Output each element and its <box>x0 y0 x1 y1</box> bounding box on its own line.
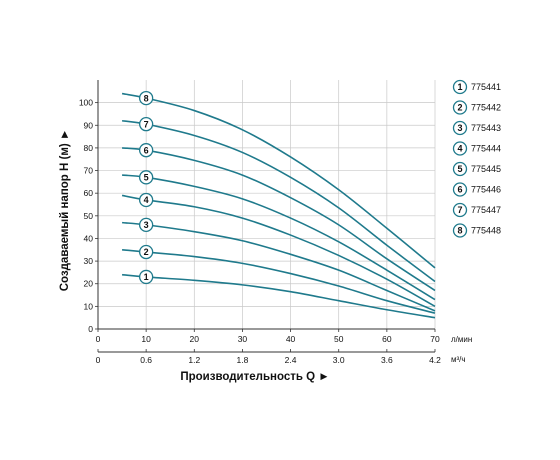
legend-marker <box>452 202 468 218</box>
legend-marker <box>452 141 468 156</box>
series-marker-775442 <box>138 244 154 260</box>
legend-item-775443: 3 775443 <box>452 120 501 136</box>
x-tick-label: 60 <box>382 334 392 344</box>
legend-marker <box>452 223 468 238</box>
legend-item-775445: 5 775445 <box>452 161 501 177</box>
legend-item-775447: 7 775447 <box>452 202 501 218</box>
series-775441: 1 <box>121 269 436 319</box>
x2-tick-label: 0 <box>96 355 101 365</box>
x-tick-label: 40 <box>286 334 296 344</box>
x2-tick-label: 3.0 <box>333 355 345 365</box>
series-marker-label: 2 <box>144 247 149 257</box>
y-tick-label: 60 <box>84 188 94 198</box>
series-marker-775446 <box>138 143 154 158</box>
y-tick-label: 40 <box>84 233 94 243</box>
legend-marker-label: 6 <box>457 185 462 195</box>
legend-item-775442: 2 775442 <box>452 100 501 115</box>
series-marker-775441 <box>138 269 154 285</box>
series-775442: 2 <box>121 244 436 314</box>
legend-label: 775448 <box>471 226 501 236</box>
series-marker-775445 <box>138 170 154 185</box>
x-tick-label: 30 <box>238 334 248 344</box>
series-marker-label: 8 <box>144 93 149 103</box>
series-marker-label: 3 <box>144 220 149 230</box>
series-group: 1 2 3 4 5 6 7 8 <box>121 90 436 319</box>
x-tick-label: 20 <box>190 334 200 344</box>
x-unit-label: л/мин <box>451 335 472 344</box>
x-axis-title: Производительность Q ► <box>180 371 329 383</box>
x2-tick-label: 2.4 <box>285 355 297 365</box>
legend-item-775444: 4 775444 <box>452 141 501 156</box>
series-marker-label: 6 <box>144 145 149 155</box>
series-marker-label: 4 <box>144 195 149 205</box>
x2-tick-label: 1.2 <box>188 355 200 365</box>
series-marker-775447 <box>138 116 154 132</box>
series-775445: 5 <box>121 170 436 301</box>
legend-label: 775444 <box>471 144 501 154</box>
y-tick-label: 90 <box>84 120 94 130</box>
series-marker-label: 7 <box>144 119 149 129</box>
x2-tick-label: 3.6 <box>381 355 393 365</box>
legend-marker <box>452 79 468 95</box>
x2-unit-label: м³/ч <box>451 355 466 364</box>
series-775447: 7 <box>121 116 436 283</box>
legend-marker <box>452 100 468 115</box>
axes <box>95 80 436 353</box>
legend-label: 775442 <box>471 103 501 113</box>
legend-item-775446: 6 775446 <box>452 182 501 197</box>
series-marker-775444 <box>138 192 154 208</box>
y-tick-label: 10 <box>84 301 94 311</box>
y-tick-label: 70 <box>84 166 94 176</box>
legend-marker-label: 2 <box>457 103 462 113</box>
y-tick-label: 100 <box>79 98 93 108</box>
series-775444: 4 <box>121 192 436 308</box>
tick-labels: 0 10 20 30 40 50 60 70 80 90 100 0 10 20 30 40 50 60 70 0 0.… <box>79 98 441 365</box>
x-tick-label: 10 <box>141 334 151 344</box>
x2-tick-label: 0.6 <box>140 355 152 365</box>
y-tick-label: 50 <box>84 211 94 221</box>
series-775446: 6 <box>121 143 436 292</box>
legend-item-775448: 8 775448 <box>452 223 501 238</box>
x-tick-label: 50 <box>334 334 344 344</box>
series-775443: 3 <box>121 217 436 312</box>
y-tick-label: 30 <box>84 256 94 266</box>
y-tick-label: 20 <box>84 279 94 289</box>
y-tick-label: 80 <box>84 143 94 153</box>
legend-label: 775446 <box>471 185 501 195</box>
legend: 1 775441 2 775442 3 775443 4 775444 5 775445 6 7754… <box>452 79 501 238</box>
legend-marker-label: 4 <box>457 144 462 154</box>
x-tick-label: 0 <box>96 334 101 344</box>
legend-label: 775443 <box>471 123 501 133</box>
series-marker-775448 <box>138 90 154 106</box>
x2-tick-label: 4.2 <box>429 355 441 365</box>
series-marker-label: 5 <box>144 173 149 183</box>
legend-marker-label: 7 <box>457 205 462 215</box>
legend-label: 775447 <box>471 205 501 215</box>
y-tick-label: 0 <box>88 324 93 334</box>
legend-marker-label: 8 <box>457 226 462 236</box>
series-775448: 8 <box>121 90 436 269</box>
y-axis-title: Создаваемый напор H (м) ► <box>59 129 71 292</box>
legend-item-775441: 1 775441 <box>452 79 501 95</box>
x-tick-label: 70 <box>430 334 440 344</box>
legend-marker <box>452 120 468 136</box>
series-marker-775443 <box>138 217 154 233</box>
legend-marker-label: 1 <box>457 82 462 92</box>
legend-label: 775441 <box>471 82 501 92</box>
series-marker-label: 1 <box>144 272 149 282</box>
legend-marker-label: 3 <box>457 123 462 133</box>
legend-marker-label: 5 <box>457 164 462 174</box>
legend-marker <box>452 161 468 177</box>
x2-tick-label: 1.8 <box>237 355 249 365</box>
legend-marker <box>452 182 468 197</box>
legend-label: 775445 <box>471 164 501 174</box>
